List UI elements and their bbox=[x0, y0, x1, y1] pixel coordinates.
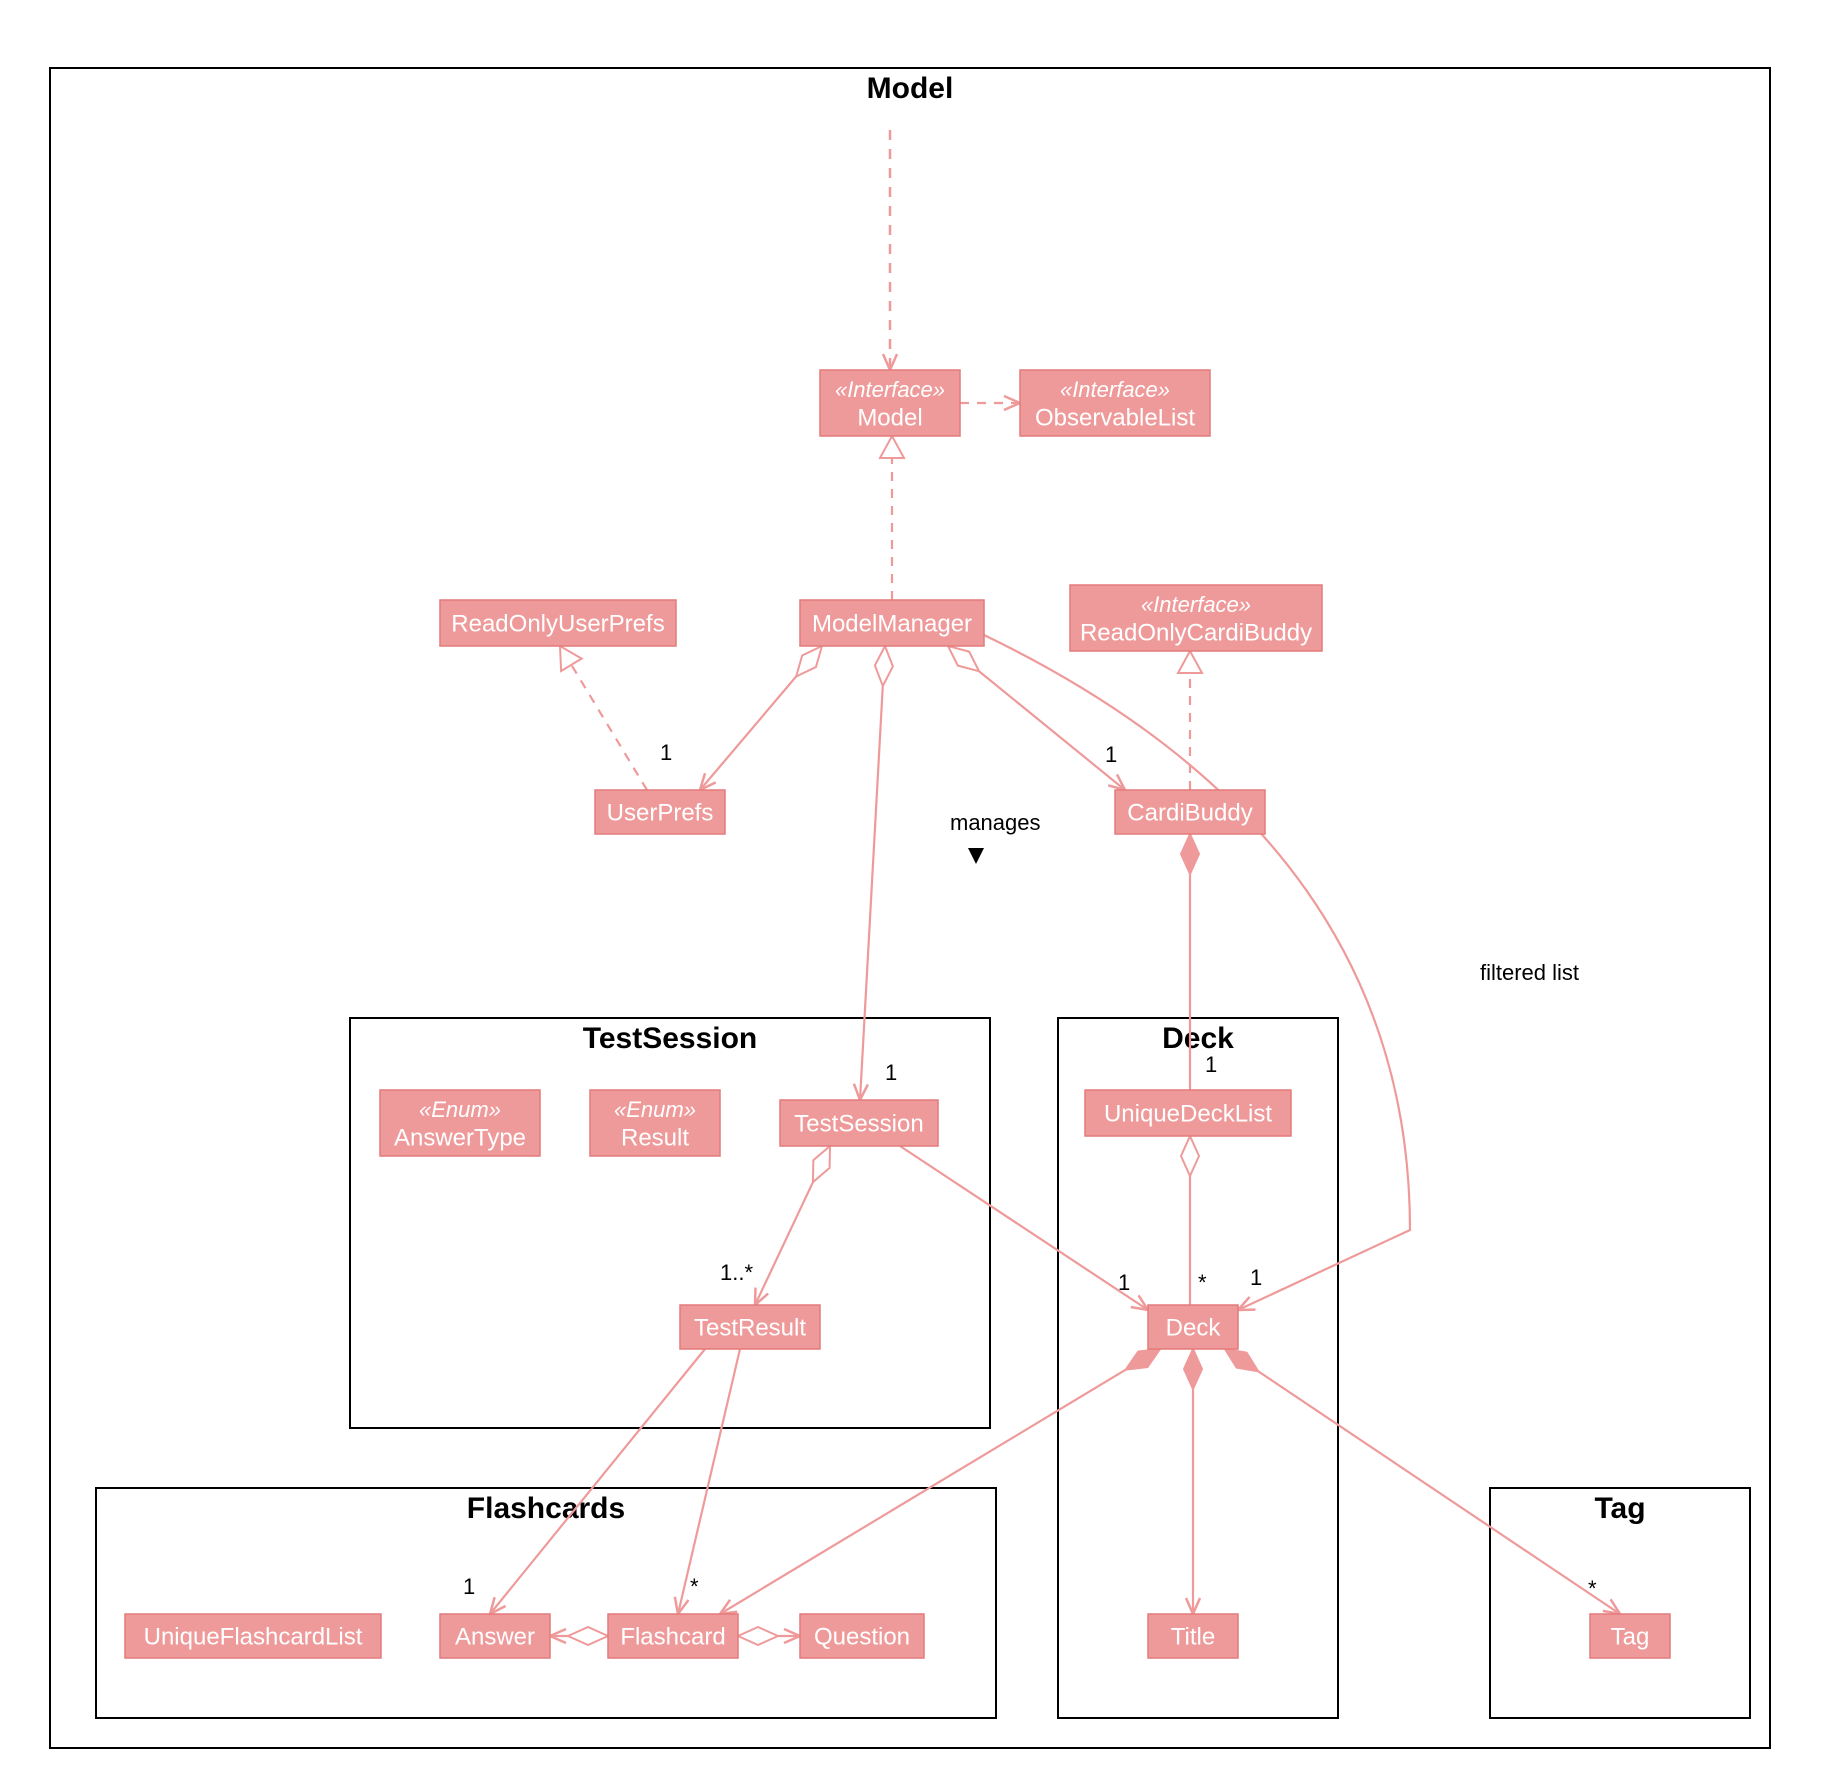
class-cardibuddy: CardiBuddy bbox=[1115, 790, 1265, 834]
class-name-label: ReadOnlyUserPrefs bbox=[451, 610, 664, 637]
class-observablelist: «Interface»ObservableList bbox=[1020, 370, 1210, 436]
class-name-label: ObservableList bbox=[1035, 404, 1195, 431]
package-header: TestSession bbox=[583, 1022, 758, 1055]
multiplicity: 1 bbox=[660, 740, 672, 765]
stereotype-label: «Enum» bbox=[419, 1097, 501, 1122]
multiplicity: * bbox=[1198, 1270, 1207, 1295]
edge-deck-tag bbox=[1258, 1371, 1620, 1614]
package-model bbox=[50, 68, 1770, 1748]
multiplicity: 1 bbox=[885, 1060, 897, 1085]
class-name-label: UniqueFlashcardList bbox=[144, 1623, 363, 1650]
multiplicity: * bbox=[1588, 1576, 1597, 1601]
class-name-label: TestResult bbox=[694, 1314, 806, 1341]
class-name-label: Question bbox=[814, 1623, 910, 1650]
class-modelifc: «Interface»Model bbox=[820, 370, 960, 436]
class-tag: Tag bbox=[1590, 1614, 1670, 1658]
class-testsession: TestSession bbox=[780, 1100, 938, 1146]
edge-mm-cardibuddy bbox=[979, 671, 1125, 790]
package-header: Deck bbox=[1162, 1022, 1234, 1055]
class-question: Question bbox=[800, 1614, 924, 1658]
class-title: Title bbox=[1148, 1614, 1238, 1658]
class-name-label: ReadOnlyCardiBuddy bbox=[1080, 619, 1312, 646]
class-name-label: AnswerType bbox=[394, 1124, 526, 1151]
edge-up-readonlyup bbox=[571, 665, 647, 790]
class-modelmanager: ModelManager bbox=[800, 600, 984, 646]
multiplicity: 1 bbox=[1105, 742, 1117, 767]
class-uniquedecklist: UniqueDeckList bbox=[1085, 1090, 1291, 1136]
class-uniqueflashcardlist: UniqueFlashcardList bbox=[125, 1614, 381, 1658]
edge-deck-flashcard bbox=[720, 1370, 1126, 1614]
edge-mm-userprefs bbox=[700, 677, 796, 790]
class-name-label: TestSession bbox=[794, 1110, 923, 1137]
edge-tr-flashcard bbox=[678, 1349, 740, 1614]
class-readonlycardibuddy: «Interface»ReadOnlyCardiBuddy bbox=[1070, 585, 1322, 651]
class-answertype: «Enum»AnswerType bbox=[380, 1090, 540, 1156]
class-testresult: TestResult bbox=[680, 1305, 820, 1349]
package-header: Model bbox=[867, 72, 954, 105]
class-name-label: Tag bbox=[1611, 1623, 1650, 1650]
package-header: Flashcards bbox=[467, 1492, 625, 1525]
edge-ts-tr bbox=[755, 1182, 813, 1305]
edge-tr-answer bbox=[490, 1349, 705, 1614]
nodes-layer: «Interface»Model«Interface»ObservableLis… bbox=[125, 370, 1670, 1658]
class-readonlyuserprefs: ReadOnlyUserPrefs bbox=[440, 600, 676, 646]
class-name-label: Deck bbox=[1166, 1314, 1222, 1341]
class-name-label: ModelManager bbox=[812, 610, 972, 637]
edge-mm-testsession bbox=[860, 686, 883, 1100]
stereotype-label: «Enum» bbox=[614, 1097, 696, 1122]
edges-layer: 1 1 1 manages 1 filtered list 1 * 1..* 1 * 1 * bbox=[463, 130, 1620, 1645]
edge-ts-deck bbox=[900, 1146, 1148, 1310]
class-answer: Answer bbox=[440, 1614, 550, 1658]
multiplicity: 1..* bbox=[720, 1260, 753, 1285]
multiplicity: 1 bbox=[1205, 1052, 1217, 1077]
multiplicity: 1 bbox=[463, 1574, 475, 1599]
class-name-label: Model bbox=[857, 404, 922, 431]
edge-label: manages bbox=[950, 810, 1041, 835]
stereotype-label: «Interface» bbox=[1141, 592, 1251, 617]
uml-diagram: Model TestSession Deck Flashcards Tag 1 1 1 mana… bbox=[0, 0, 1821, 1788]
class-deck: Deck bbox=[1148, 1305, 1238, 1349]
multiplicity: 1 bbox=[1118, 1270, 1130, 1295]
stereotype-label: «Interface» bbox=[835, 377, 945, 402]
class-name-label: UserPrefs bbox=[607, 799, 714, 826]
class-name-label: Flashcard bbox=[620, 1623, 725, 1650]
class-result: «Enum»Result bbox=[590, 1090, 720, 1156]
package-header: Tag bbox=[1594, 1492, 1645, 1525]
edge-mm-deck-filtered bbox=[984, 635, 1410, 1310]
class-name-label: Result bbox=[621, 1124, 689, 1151]
edge-label: filtered list bbox=[1480, 960, 1579, 985]
class-name-label: UniqueDeckList bbox=[1104, 1100, 1272, 1127]
multiplicity: 1 bbox=[1250, 1265, 1262, 1290]
class-flashcard: Flashcard bbox=[608, 1614, 738, 1658]
class-name-label: Answer bbox=[455, 1623, 535, 1650]
class-name-label: Title bbox=[1171, 1623, 1215, 1650]
class-name-label: CardiBuddy bbox=[1127, 799, 1252, 826]
multiplicity: * bbox=[690, 1574, 699, 1599]
stereotype-label: «Interface» bbox=[1060, 377, 1170, 402]
class-userprefs: UserPrefs bbox=[595, 790, 725, 834]
